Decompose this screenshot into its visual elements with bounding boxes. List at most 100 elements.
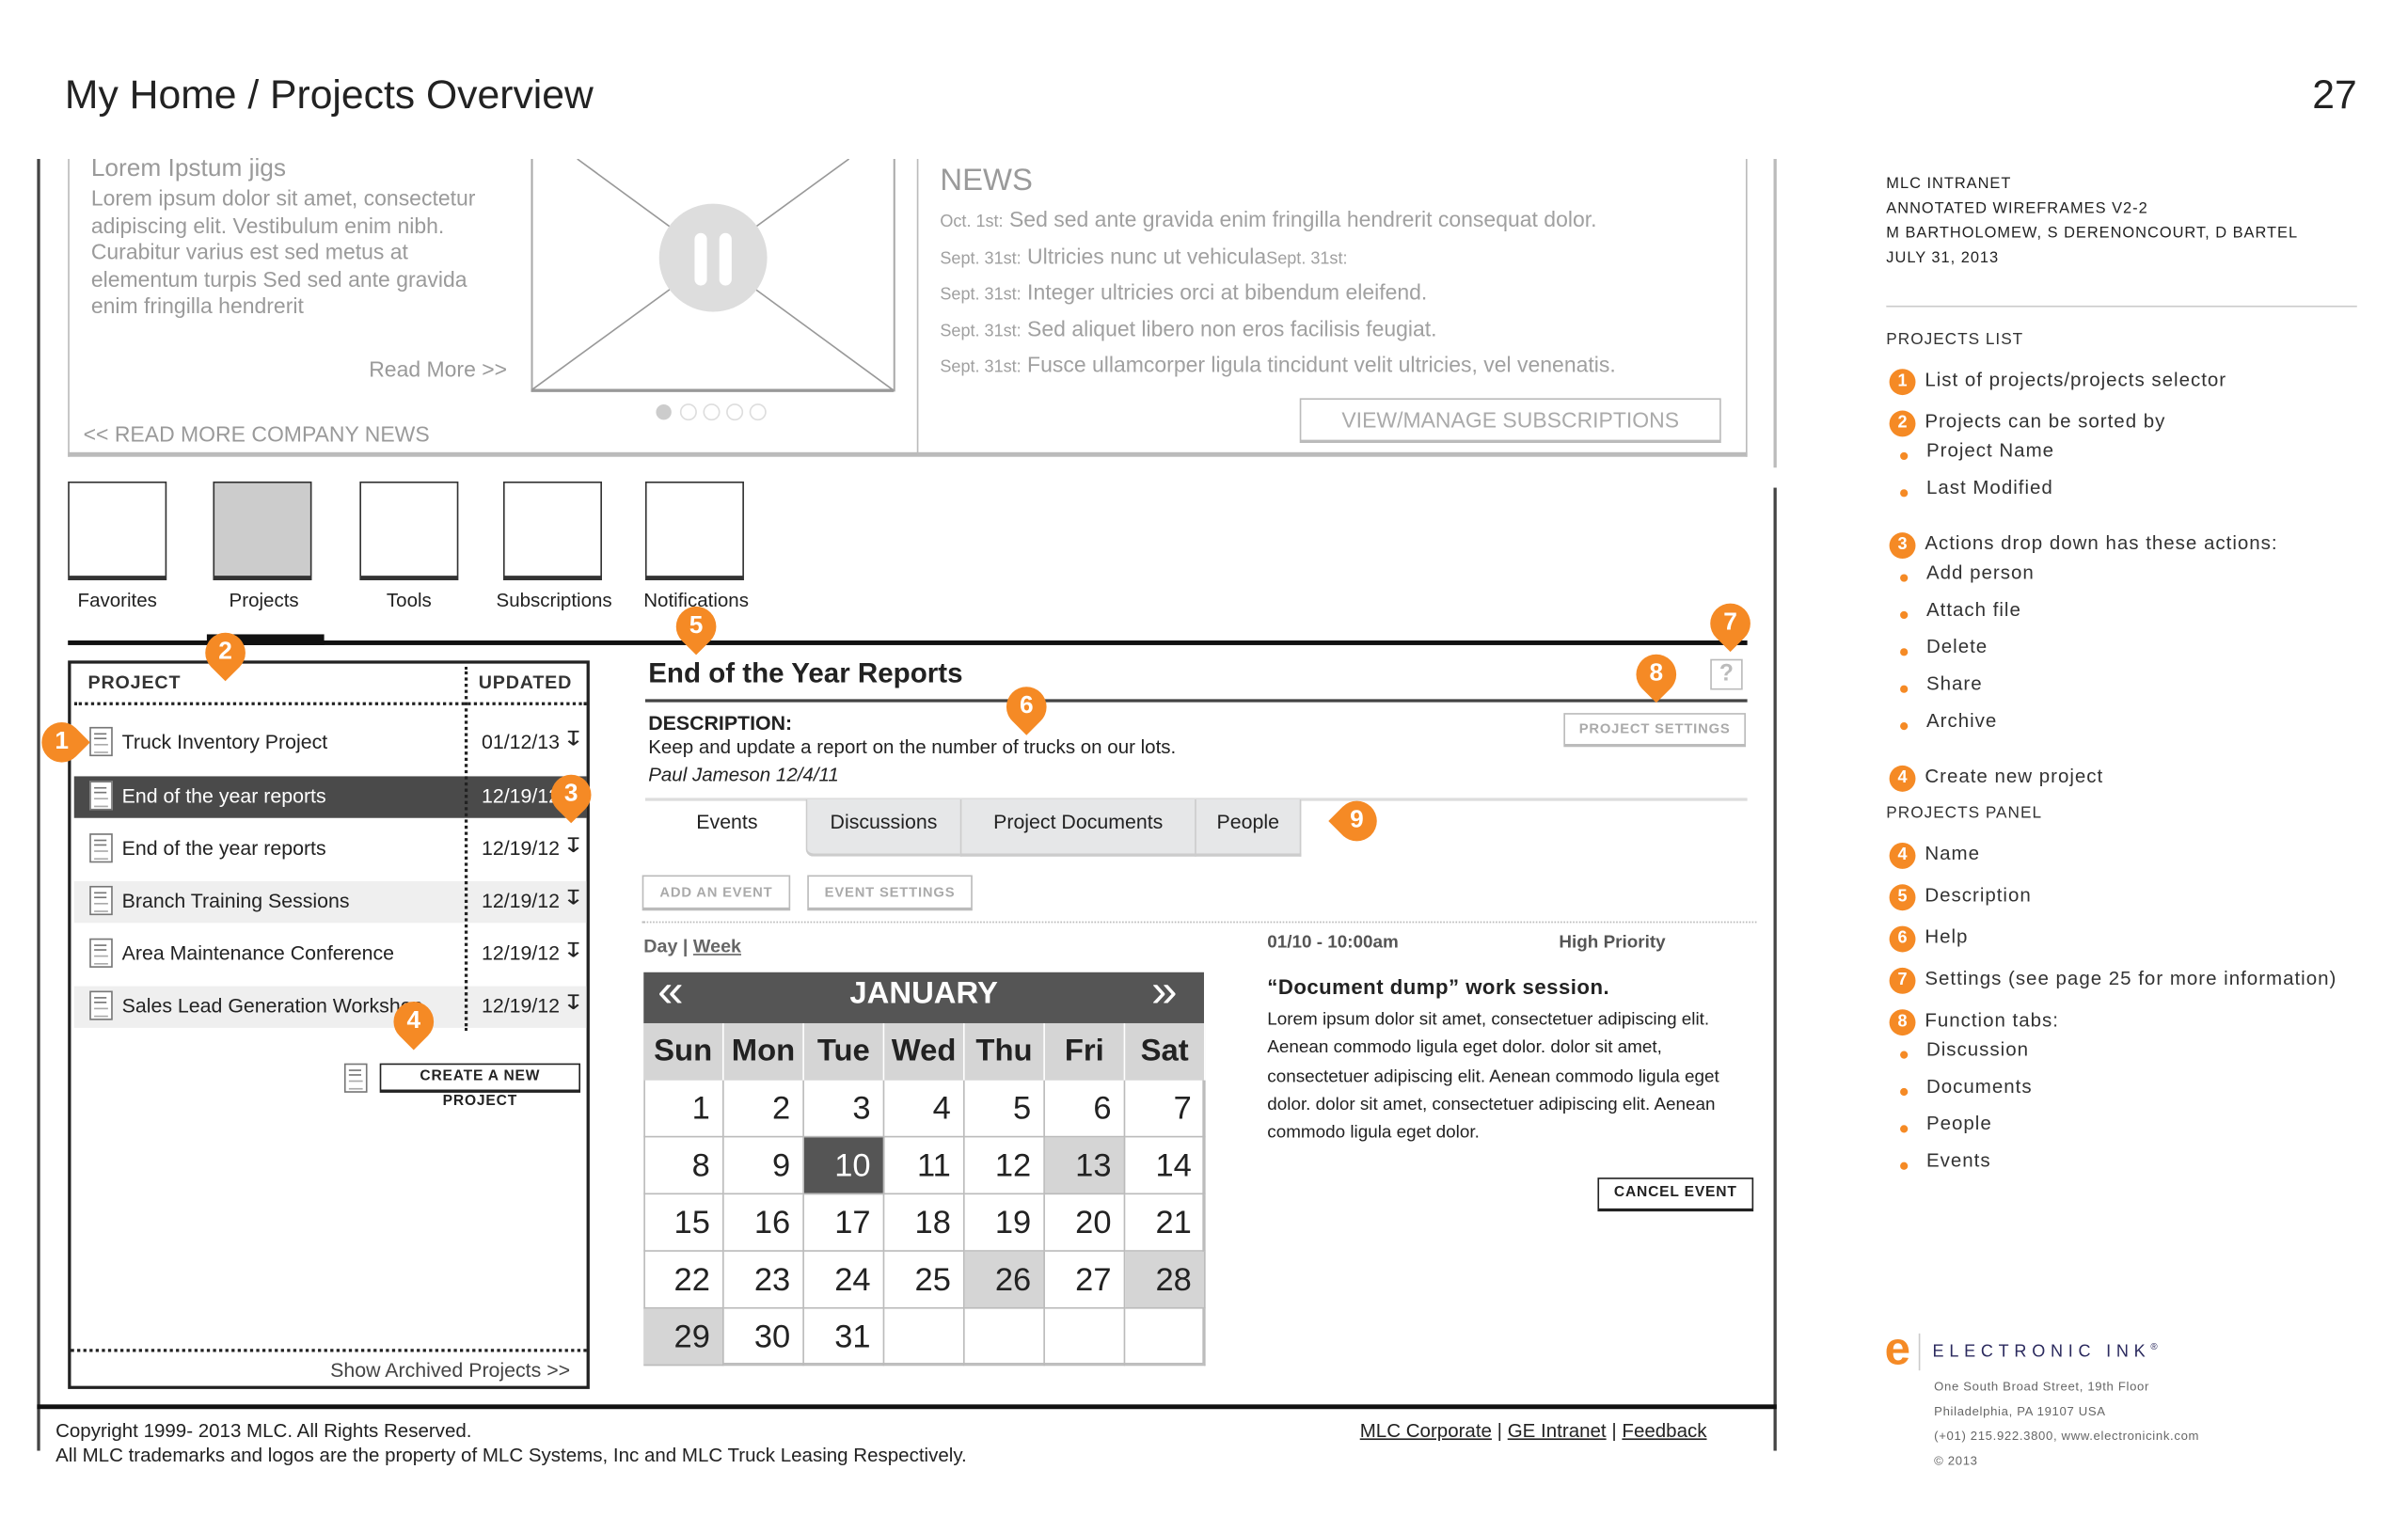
calendar-date[interactable]: 27 <box>1044 1251 1126 1309</box>
project-document-icon <box>89 833 113 863</box>
create-new-project-button[interactable]: CREATE A NEW PROJECT <box>379 1063 581 1110</box>
nav-label-subscriptions[interactable]: Subscriptions <box>496 589 612 611</box>
calendar-date[interactable]: 14 <box>1125 1137 1206 1195</box>
calendar-date[interactable]: 26 <box>964 1251 1045 1309</box>
calendar-date[interactable]: 4 <box>884 1080 965 1138</box>
project-row[interactable]: Sales Lead Generation Workshop 12/19/12 ↧ <box>73 986 587 1028</box>
nav-tile-projects[interactable] <box>213 481 312 581</box>
help-button[interactable]: ? <box>1710 658 1743 690</box>
nav-tile-favorites[interactable] <box>68 481 167 581</box>
nav-label-projects[interactable]: Projects <box>229 589 299 611</box>
calendar-date[interactable]: 2 <box>723 1080 804 1138</box>
event-body-line: consectetuer adipiscing elit. Aenean com… <box>1267 1067 1719 1086</box>
calendar-date[interactable]: 20 <box>1044 1194 1126 1252</box>
read-more-link[interactable]: Read More >> <box>369 356 508 382</box>
calendar-date[interactable]: 6 <box>1044 1080 1126 1138</box>
annotation-pin-8: 8 <box>1627 645 1685 703</box>
news-text: Sed aliquet libero non eros facilisis fe… <box>1027 316 1437 341</box>
calendar-date[interactable]: 13 <box>1044 1137 1126 1195</box>
project-updated-date: 12/19/12 <box>481 783 561 808</box>
pause-icon[interactable] <box>658 203 768 312</box>
feature-image-placeholder[interactable] <box>531 159 895 393</box>
news-item[interactable]: Sept. 31st: Integer ultricies orci at bi… <box>940 279 1427 304</box>
nav-tile-notifications[interactable] <box>644 481 744 581</box>
project-name: Truck Inventory Project <box>121 730 328 753</box>
calendar-date[interactable]: 28 <box>1125 1251 1206 1309</box>
calendar-date[interactable]: 24 <box>803 1251 885 1309</box>
header-line: M BARTHOLOMEW, S DERENONCOURT, D BARTEL <box>1886 225 2299 243</box>
calendar-date[interactable]: 8 <box>643 1137 724 1195</box>
header-line: MLC INTRANET <box>1886 176 2012 194</box>
news-item[interactable]: Oct. 1st: Sed sed ante gravida enim frin… <box>940 207 1596 231</box>
calendar-date[interactable]: 10 <box>803 1137 885 1195</box>
nav-label-favorites[interactable]: Favorites <box>77 589 157 611</box>
tab-project-documents[interactable]: Project Documents <box>959 799 1196 857</box>
project-row[interactable]: Branch Training Sessions 12/19/12 ↧ <box>73 881 587 924</box>
show-archived-projects-link[interactable]: Show Archived Projects >> <box>330 1358 571 1382</box>
annotation-text: Description <box>1925 884 2032 907</box>
calendar-date[interactable]: 18 <box>884 1194 965 1252</box>
calendar-date[interactable]: 29 <box>643 1308 724 1367</box>
calendar-date[interactable]: 15 <box>643 1194 724 1252</box>
calendar-date[interactable]: 17 <box>803 1194 885 1252</box>
annotation-bullet-text: Events <box>1925 1149 1991 1172</box>
view-day-link[interactable]: Day <box>643 935 678 957</box>
read-more-company-news-link[interactable]: << READ MORE COMPANY NEWS <box>83 420 430 447</box>
nav-tile-subscriptions[interactable] <box>502 481 602 581</box>
calendar-date[interactable]: 3 <box>803 1080 885 1138</box>
calendar-date[interactable]: 22 <box>643 1251 724 1309</box>
nav-label-tools[interactable]: Tools <box>386 589 432 611</box>
calendar-date[interactable]: 30 <box>723 1308 804 1367</box>
news-item[interactable]: Sept. 31st: Ultricies nunc ut vehiculaSe… <box>940 244 1347 268</box>
calendar-date[interactable]: 21 <box>1125 1194 1206 1252</box>
project-row[interactable]: Truck Inventory Project 01/12/13 ↧ <box>74 722 587 764</box>
ge-intranet-link[interactable]: GE Intranet <box>1507 1419 1607 1442</box>
view-manage-subscriptions-button[interactable]: VIEW/MANAGE SUBSCRIPTIONS <box>1299 398 1721 443</box>
news-date: Sept. 31st: <box>940 285 1022 305</box>
calendar-date[interactable]: 9 <box>723 1137 804 1195</box>
tab-discussions[interactable]: Discussions <box>805 799 960 857</box>
cancel-event-button[interactable]: CANCEL EVENT <box>1597 1177 1754 1212</box>
actions-dropdown-chevron-icon[interactable]: ↧ <box>562 726 585 751</box>
tab-events[interactable]: Events <box>696 810 758 834</box>
column-header-updated[interactable]: UPDATED <box>478 671 573 693</box>
calendar-prev-button[interactable]: « <box>657 966 684 1018</box>
news-area <box>68 159 1748 457</box>
calendar-next-button[interactable]: » <box>1151 966 1178 1018</box>
projects-list-panel <box>68 660 590 1389</box>
event-settings-button[interactable]: EVENT SETTINGS <box>807 875 973 911</box>
calendar-date[interactable]: 5 <box>964 1080 1045 1138</box>
new-project-icon[interactable] <box>343 1063 368 1093</box>
news-item[interactable]: Sept. 31st: Sed aliquet libero non eros … <box>940 316 1436 340</box>
project-row[interactable]: Area Maintenance Conference 12/19/12 ↧ <box>74 934 587 975</box>
calendar-date[interactable]: 11 <box>884 1137 965 1195</box>
calendar-date[interactable]: 25 <box>884 1251 965 1309</box>
calendar-date[interactable]: 12 <box>964 1137 1045 1195</box>
project-updated-date: 12/19/12 <box>481 993 561 1018</box>
actions-dropdown-chevron-icon[interactable]: ↧ <box>562 990 585 1015</box>
feedback-link[interactable]: Feedback <box>1622 1419 1707 1442</box>
actions-dropdown-chevron-icon[interactable]: ↧ <box>562 885 585 909</box>
calendar-date[interactable]: 31 <box>803 1308 885 1367</box>
calendar-date[interactable]: 16 <box>723 1194 804 1252</box>
column-header-project[interactable]: PROJECT <box>87 671 182 693</box>
project-settings-button[interactable]: PROJECT SETTINGS <box>1563 713 1746 748</box>
news-item[interactable]: Sept. 31st: Fusce ullamcorper ligula tin… <box>940 352 1615 376</box>
project-document-icon <box>89 990 113 1020</box>
carousel-dots[interactable] <box>655 403 775 421</box>
calendar-date[interactable]: 23 <box>723 1251 804 1309</box>
calendar-date[interactable]: 7 <box>1125 1080 1206 1138</box>
tab-people[interactable]: People <box>1195 799 1302 857</box>
actions-dropdown-chevron-icon[interactable]: ↧ <box>562 938 585 962</box>
feature-body-line: enim fringilla hendrerit <box>90 293 304 319</box>
view-week-link[interactable]: Week <box>692 935 742 957</box>
actions-dropdown-chevron-icon[interactable]: ↧ <box>562 833 585 857</box>
nav-label-notifications[interactable]: Notifications <box>643 589 749 611</box>
nav-tile-tools[interactable] <box>359 481 459 581</box>
mlc-corporate-link[interactable]: MLC Corporate <box>1359 1419 1492 1442</box>
calendar-date[interactable]: 19 <box>964 1194 1045 1252</box>
calendar-date[interactable]: 1 <box>643 1080 724 1138</box>
add-event-button[interactable]: ADD AN EVENT <box>642 875 791 911</box>
